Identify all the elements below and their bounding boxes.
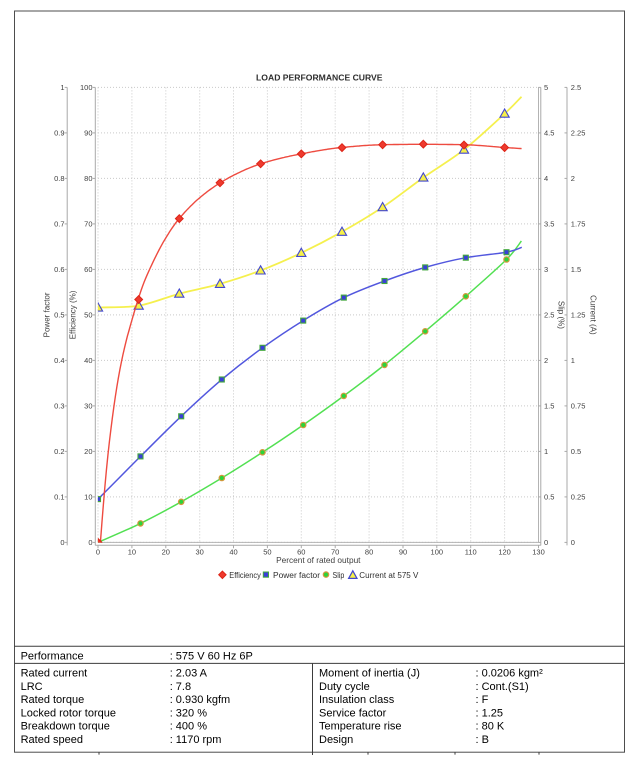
svg-text:: 575 V 60 Hz 6P: : 575 V 60 Hz 6P bbox=[170, 651, 253, 663]
svg-text:: F: : F bbox=[476, 694, 489, 706]
svg-text:0.25: 0.25 bbox=[571, 493, 586, 502]
svg-text:2.5: 2.5 bbox=[571, 83, 581, 92]
svg-text:20: 20 bbox=[162, 548, 170, 557]
svg-text:Duty cycle: Duty cycle bbox=[319, 681, 370, 693]
svg-text:0: 0 bbox=[88, 538, 92, 547]
svg-text:80: 80 bbox=[365, 548, 373, 557]
svg-text:: 80 K: : 80 K bbox=[476, 721, 505, 733]
svg-text:: 1170 rpm: : 1170 rpm bbox=[170, 734, 222, 746]
svg-text:4.5: 4.5 bbox=[544, 129, 554, 138]
svg-text:0.5: 0.5 bbox=[54, 311, 64, 320]
svg-text:Insulation class: Insulation class bbox=[319, 694, 395, 706]
svg-text:0: 0 bbox=[571, 538, 575, 547]
svg-text:Performance: Performance bbox=[21, 651, 84, 663]
svg-text:Breakdown torque: Breakdown torque bbox=[21, 721, 110, 733]
svg-text:0.5: 0.5 bbox=[571, 447, 581, 456]
svg-text:70: 70 bbox=[84, 220, 92, 229]
svg-text:1.75: 1.75 bbox=[571, 220, 586, 229]
svg-text:: 400 %: : 400 % bbox=[170, 721, 208, 733]
svg-text:90: 90 bbox=[84, 129, 92, 138]
svg-text:: 7.8: : 7.8 bbox=[170, 681, 191, 693]
svg-text:Temperature rise: Temperature rise bbox=[319, 721, 402, 733]
svg-text:0: 0 bbox=[544, 538, 548, 547]
svg-text:0: 0 bbox=[96, 548, 100, 557]
svg-text:1.5: 1.5 bbox=[544, 402, 554, 411]
svg-text:10: 10 bbox=[128, 548, 136, 557]
svg-text:0.1: 0.1 bbox=[54, 493, 64, 502]
svg-text:1: 1 bbox=[544, 447, 548, 456]
svg-text:LRC: LRC bbox=[21, 681, 43, 693]
svg-text:0.6: 0.6 bbox=[54, 265, 64, 274]
svg-text:90: 90 bbox=[399, 548, 407, 557]
svg-text:10: 10 bbox=[84, 493, 92, 502]
svg-text:Slip (%): Slip (%) bbox=[557, 301, 566, 329]
svg-text:Efficiency: Efficiency bbox=[229, 571, 260, 580]
svg-text:0.8: 0.8 bbox=[54, 174, 64, 183]
svg-text:0.2: 0.2 bbox=[54, 447, 64, 456]
svg-text:0.4: 0.4 bbox=[54, 356, 64, 365]
svg-text:50: 50 bbox=[263, 548, 271, 557]
svg-text:1.5: 1.5 bbox=[571, 265, 581, 274]
svg-text:100: 100 bbox=[80, 83, 93, 92]
svg-text:: 320 %: : 320 % bbox=[170, 707, 208, 719]
svg-text:2: 2 bbox=[544, 356, 548, 365]
svg-text:50: 50 bbox=[84, 311, 92, 320]
svg-text:Locked rotor torque: Locked rotor torque bbox=[21, 707, 116, 719]
svg-text:30: 30 bbox=[84, 402, 92, 411]
svg-text:Moment of inertia (J): Moment of inertia (J) bbox=[319, 668, 420, 680]
svg-text:Current (A): Current (A) bbox=[589, 295, 598, 335]
svg-text:Rated torque: Rated torque bbox=[21, 694, 85, 706]
svg-text:0.5: 0.5 bbox=[544, 493, 554, 502]
svg-text:0.75: 0.75 bbox=[571, 402, 586, 411]
svg-text:: 2.03 A: : 2.03 A bbox=[170, 668, 208, 680]
svg-text:130: 130 bbox=[532, 548, 545, 557]
svg-text:Current at 575 V: Current at 575 V bbox=[359, 571, 419, 580]
svg-text:1: 1 bbox=[60, 83, 64, 92]
svg-text:40: 40 bbox=[229, 548, 237, 557]
svg-text:0: 0 bbox=[60, 538, 64, 547]
svg-text:0.7: 0.7 bbox=[54, 220, 64, 229]
svg-text:3: 3 bbox=[544, 265, 548, 274]
svg-text:20: 20 bbox=[84, 447, 92, 456]
svg-text:Service factor: Service factor bbox=[319, 707, 387, 719]
svg-text:LOAD PERFORMANCE CURVE: LOAD PERFORMANCE CURVE bbox=[256, 73, 383, 83]
svg-text:40: 40 bbox=[84, 356, 92, 365]
svg-text:5: 5 bbox=[544, 83, 548, 92]
svg-text:1: 1 bbox=[571, 356, 575, 365]
svg-text:120: 120 bbox=[498, 548, 511, 557]
svg-text:2: 2 bbox=[571, 174, 575, 183]
svg-text:Power factor: Power factor bbox=[43, 292, 52, 337]
svg-text:4: 4 bbox=[544, 174, 548, 183]
svg-text:70: 70 bbox=[331, 548, 339, 557]
svg-text:2.25: 2.25 bbox=[571, 129, 586, 138]
svg-text:100: 100 bbox=[431, 548, 444, 557]
svg-text:30: 30 bbox=[196, 548, 204, 557]
svg-text:Slip: Slip bbox=[333, 571, 345, 580]
svg-text:110: 110 bbox=[465, 548, 477, 557]
svg-text:2.5: 2.5 bbox=[544, 311, 554, 320]
svg-text:Rated current: Rated current bbox=[21, 668, 88, 680]
svg-text:: Cont.(S1): : Cont.(S1) bbox=[476, 681, 529, 693]
svg-text:1.25: 1.25 bbox=[571, 311, 586, 320]
svg-text:: 0.0206 kgm²: : 0.0206 kgm² bbox=[476, 668, 544, 680]
svg-text:Percent of rated output: Percent of rated output bbox=[276, 555, 361, 565]
svg-text:80: 80 bbox=[84, 174, 92, 183]
svg-text:0.3: 0.3 bbox=[54, 402, 64, 411]
svg-text:Rated speed: Rated speed bbox=[21, 734, 83, 746]
svg-text:0.9: 0.9 bbox=[54, 129, 64, 138]
svg-text:60: 60 bbox=[84, 265, 92, 274]
svg-text:: 1.25: : 1.25 bbox=[476, 707, 504, 719]
svg-text:Design: Design bbox=[319, 734, 353, 746]
svg-text:3.5: 3.5 bbox=[544, 220, 554, 229]
svg-text:Efficiency (%): Efficiency (%) bbox=[68, 290, 77, 339]
svg-text:: 0.930 kgfm: : 0.930 kgfm bbox=[170, 694, 231, 706]
svg-text:Power factor: Power factor bbox=[273, 571, 320, 580]
svg-text:60: 60 bbox=[297, 548, 305, 557]
svg-text:: B: : B bbox=[476, 734, 489, 746]
